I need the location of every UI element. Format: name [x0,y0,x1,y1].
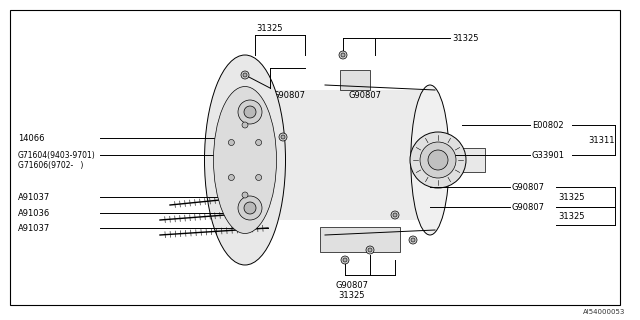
Circle shape [238,100,262,124]
Circle shape [241,71,249,79]
Circle shape [243,73,247,77]
Circle shape [228,140,234,146]
Circle shape [341,53,345,57]
Text: 31325: 31325 [257,23,284,33]
Text: 31325: 31325 [452,34,479,43]
Text: G71604(9403-9701): G71604(9403-9701) [18,150,96,159]
Ellipse shape [214,86,276,234]
Circle shape [242,122,248,128]
Circle shape [343,258,347,262]
Text: G90807: G90807 [512,182,545,191]
Text: E00802: E00802 [532,121,564,130]
Text: 31325: 31325 [339,291,365,300]
Circle shape [409,236,417,244]
Text: 31311: 31311 [588,135,614,145]
Text: G90807: G90807 [335,281,369,290]
FancyBboxPatch shape [275,90,435,220]
Circle shape [428,150,448,170]
Circle shape [393,213,397,217]
Text: 14066: 14066 [18,133,45,142]
Ellipse shape [205,55,285,265]
Text: G90807: G90807 [272,91,305,100]
Bar [320,227,400,252]
Text: A91036: A91036 [18,209,51,218]
Text: G71606(9702-   ): G71606(9702- ) [18,161,83,170]
Bar [460,148,485,172]
Circle shape [255,140,262,146]
Text: A91037: A91037 [18,223,51,233]
Circle shape [410,132,466,188]
Text: 31325: 31325 [558,212,584,220]
Circle shape [281,135,285,139]
Circle shape [279,133,287,141]
Circle shape [341,256,349,264]
Circle shape [255,174,262,180]
Text: A91037: A91037 [18,193,51,202]
Circle shape [411,238,415,242]
Ellipse shape [411,85,449,235]
Text: AI54000053: AI54000053 [582,309,625,315]
Circle shape [368,248,372,252]
Circle shape [339,51,347,59]
Circle shape [244,106,256,118]
Text: 31325: 31325 [558,193,584,202]
Circle shape [244,202,256,214]
Text: G90807: G90807 [348,91,381,100]
Circle shape [242,192,248,198]
Circle shape [228,174,234,180]
Text: G33901: G33901 [532,150,565,159]
Bar [340,70,370,90]
Text: G90807: G90807 [512,203,545,212]
Circle shape [391,211,399,219]
Circle shape [238,196,262,220]
Circle shape [420,142,456,178]
Circle shape [366,246,374,254]
